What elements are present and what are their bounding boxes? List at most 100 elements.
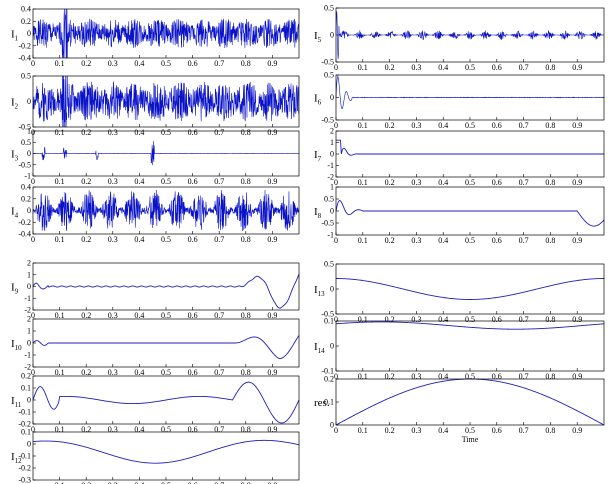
ytick-label: 0.5	[324, 195, 334, 204]
ytick-label: -1	[24, 172, 31, 181]
xtick-label: 0.5	[161, 311, 171, 320]
xtick-label: 0.5	[161, 368, 171, 377]
axes-frame	[32, 318, 300, 368]
xtick-label: 0.2	[81, 481, 91, 484]
series-I4	[32, 189, 300, 232]
xtick-label: 0.6	[492, 121, 502, 130]
axes-frame	[335, 74, 605, 121]
ytick-label: 0	[27, 149, 31, 158]
ytick-label: -0.5	[321, 310, 334, 319]
ytick-label: -1	[24, 294, 31, 303]
xtick-label: 0.9	[267, 235, 277, 244]
ytick-label: 0	[27, 339, 31, 348]
xtick-label: 0.1	[55, 235, 65, 244]
series-I10	[32, 335, 300, 360]
xtick-label: 0.9	[267, 311, 277, 320]
axes-frame	[32, 431, 300, 481]
axes-frame	[335, 263, 605, 315]
ytick-label: 0	[330, 285, 334, 294]
ytick-label: 1	[330, 138, 334, 147]
xtick-label: 0.3	[108, 481, 118, 484]
series-I11	[32, 381, 300, 424]
ytick-label: -0.4	[18, 230, 31, 239]
ytick-label: -1	[327, 161, 334, 170]
xtick-label: 0	[31, 425, 35, 434]
xtick-label: 0.9	[572, 121, 582, 130]
xtick-label: 0.1	[55, 177, 65, 186]
xtick-label: 0.1	[358, 372, 368, 381]
axes-frame	[32, 8, 300, 59]
panel-I6: 0.50-0.50 0.1 0.2 0.3 0.4 0.5 0.6 0.7 0.8 0.9I6	[314, 71, 605, 130]
xtick-label: 0.6	[492, 63, 502, 72]
ytick-label: -0.2	[18, 218, 31, 227]
xtick-label: 0.4	[134, 481, 144, 484]
xtick-label: 0.9	[267, 177, 277, 186]
xtick-label: 0.6	[188, 128, 198, 137]
xtick-label: 0.6	[188, 481, 198, 484]
xtick-label: 0.7	[214, 128, 224, 137]
xtick-label: 0.7	[519, 426, 529, 435]
ytick-label: -0.5	[321, 219, 334, 228]
ytick-label: -0.3	[18, 476, 31, 484]
xtick-label: 0.4	[438, 372, 448, 381]
ytick-label: 0.5	[324, 71, 334, 80]
xtick-label: 0.7	[519, 178, 529, 187]
xtick-label: 0.8	[545, 63, 555, 72]
series-I1	[32, 8, 300, 59]
xtick-label: 0.6	[188, 425, 198, 434]
axes-frame	[335, 186, 605, 236]
xtick-label: 0.6	[188, 368, 198, 377]
ytick-label: 2	[27, 259, 31, 268]
xtick-label: 0.2	[385, 178, 395, 187]
xtick-label: 0.9	[572, 372, 582, 381]
ytick-label: 0.4	[21, 183, 31, 192]
ytick-label: 0.2	[21, 372, 31, 381]
xtick-label: 0.9	[267, 481, 277, 484]
panel-I8: 10.50-0.5-10 0.1 0.2 0.3 0.4 0.5 0.6 0.7 0.8 0.9I…	[314, 183, 605, 245]
ylabel-I12: I12	[11, 451, 22, 465]
ytick-label: -0.1	[321, 367, 334, 376]
ytick-label: -2	[24, 363, 31, 372]
xtick-label: 0.5	[465, 63, 475, 72]
xtick-label: 0.5	[465, 178, 475, 187]
xtick-label: 0.2	[81, 177, 91, 186]
ylabel-I14: I14	[314, 341, 325, 355]
xtick-label: 0.5	[465, 121, 475, 130]
xtick-label: 0.3	[108, 425, 118, 434]
xtick-label: 0.4	[134, 128, 144, 137]
xtick-label: 0.3	[411, 372, 421, 381]
series-I9	[32, 273, 300, 309]
series-res	[335, 378, 605, 426]
ytick-label: 2	[330, 127, 334, 136]
xtick-label: 0.4	[134, 235, 144, 244]
series-I7	[336, 139, 604, 156]
xtick-label: 0	[334, 63, 338, 72]
ylabel-I13: I13	[314, 284, 325, 298]
xtick-label: 0.8	[241, 311, 251, 320]
xtick-label: 0.3	[411, 315, 421, 324]
xtick-label: 0.3	[108, 128, 118, 137]
ytick-label: 0	[27, 396, 31, 405]
xtick-label: 0	[31, 368, 35, 377]
series-I12	[32, 439, 300, 464]
xtick-label: 0.4	[134, 425, 144, 434]
xtick-label: 0.1	[55, 311, 65, 320]
xtick-label: 0.3	[411, 121, 421, 130]
xtick-label: 0.9	[267, 59, 277, 68]
ylabel-I4: I4	[11, 206, 19, 220]
xtick-label: 0.1	[55, 59, 65, 68]
xtick-label: 0	[334, 121, 338, 130]
xtick-label: 0.1	[358, 63, 368, 72]
xtick-label: 0.3	[108, 59, 118, 68]
xtick-label: 0	[31, 59, 35, 68]
xtick-label: 0.7	[214, 235, 224, 244]
panel-I12: 0.10-0.1-0.2-0.30.10.20.30.40.50.60.70.8…	[11, 428, 300, 484]
xtick-label: 0.3	[108, 177, 118, 186]
xtick-label: 0.2	[81, 311, 91, 320]
xtick-label: 0.9	[267, 425, 277, 434]
xtick-label: 0.9	[572, 426, 582, 435]
xtick-label: 0.4	[438, 236, 448, 245]
xtick-label: 0.2	[81, 128, 91, 137]
ytick-label: -0.1	[18, 452, 31, 461]
xtick-label: 0.6	[492, 236, 502, 245]
